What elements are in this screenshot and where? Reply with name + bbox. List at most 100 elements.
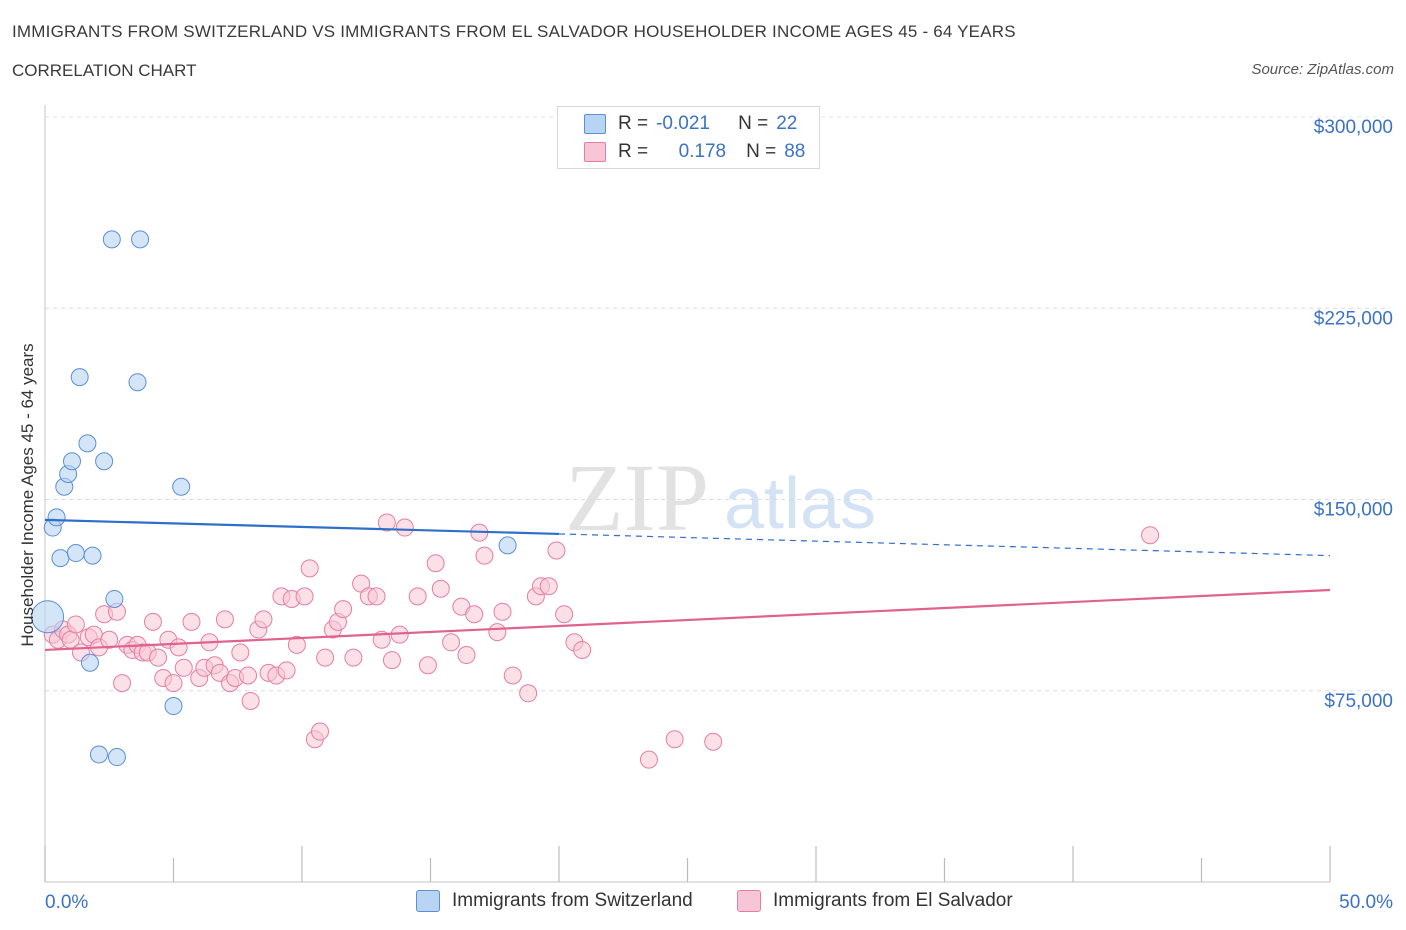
switzerland-point: [51, 549, 70, 568]
el-salvador-point: [215, 610, 234, 629]
y-axis-label: Householder Income Ages 45 - 64 years: [18, 343, 37, 647]
el-salvador-point: [169, 638, 188, 657]
legend-row-switzerland: R = -0.021 N = 22: [584, 113, 797, 135]
el-salvador-point: [239, 666, 258, 685]
legend-r-value: 0.178: [678, 141, 727, 162]
el-salvador-point: [547, 541, 566, 560]
legend-r-label: R =: [618, 141, 649, 162]
el-salvador-point: [431, 579, 450, 598]
el-salvador-point: [382, 651, 401, 670]
el-salvador-point: [295, 587, 314, 606]
el-salvador-point: [573, 640, 592, 659]
legend-swatch-pink: [584, 142, 606, 162]
el-salvador-point: [377, 513, 396, 532]
el-salvador-point: [418, 656, 437, 675]
y-tick-label: $75,000: [1324, 691, 1393, 712]
x-tick-label-min: 0.0%: [45, 892, 88, 913]
el-salvador-point: [241, 691, 260, 710]
grid-lines: [45, 116, 1390, 692]
switzerland-point: [89, 745, 108, 764]
el-salvador-point: [442, 633, 461, 652]
switzerland-point: [83, 546, 102, 565]
el-salvador-point: [277, 661, 296, 680]
el-salvador-point: [665, 730, 684, 749]
el-salvador-point: [334, 600, 353, 619]
legend-r-label: R =: [618, 113, 649, 134]
switzerland-point: [62, 452, 81, 471]
el-salvador-point: [555, 605, 574, 624]
switzerland-point: [31, 600, 65, 634]
switzerland-point: [105, 589, 124, 608]
el-salvador-point: [143, 612, 162, 631]
el-salvador-point: [182, 612, 201, 631]
watermark: ZIP atlas: [565, 444, 876, 551]
el-salvador-points: [43, 513, 1160, 769]
axes: [44, 105, 1331, 883]
watermark-atlas: atlas: [724, 464, 876, 544]
x-tick-label-max: 50.0%: [1339, 892, 1393, 913]
el-salvador-point: [503, 666, 522, 685]
switzerland-point: [95, 452, 114, 471]
switzerland-point: [131, 230, 150, 249]
series-label-switzerland: Immigrants from Switzerland: [452, 890, 693, 911]
switzerland-trend-line: [44, 518, 560, 536]
el-salvador-point: [457, 646, 476, 665]
el-salvador-point: [113, 674, 132, 693]
source-label: Source: ZipAtlas.com: [1251, 61, 1394, 78]
series-label-el-salvador: Immigrants from El Salvador: [773, 890, 1013, 911]
y-tick-label: $225,000: [1314, 308, 1393, 329]
series-legend: Immigrants from Switzerland Immigrants f…: [0, 890, 1406, 916]
switzerland-point: [66, 544, 85, 563]
chart-title: IMMIGRANTS FROM SWITZERLAND VS IMMIGRANT…: [12, 22, 1016, 41]
switzerland-point: [47, 508, 66, 527]
el-salvador-point: [149, 648, 168, 667]
switzerland-point: [107, 748, 126, 767]
el-salvador-point: [66, 615, 85, 634]
el-salvador-point: [539, 577, 558, 596]
y-tick-label: $150,000: [1314, 500, 1393, 521]
switzerland-point: [70, 368, 89, 387]
switzerland-point: [172, 477, 191, 496]
el-salvador-point: [1141, 526, 1160, 545]
switzerland-point: [498, 536, 517, 555]
legend-swatch-blue: [584, 114, 606, 134]
legend-n-label: N =: [746, 141, 777, 162]
el-salvador-point: [174, 658, 193, 677]
y-tick-label: $300,000: [1314, 117, 1393, 138]
el-salvador-point: [639, 750, 658, 769]
el-salvador-point: [367, 587, 386, 606]
el-salvador-point: [704, 732, 723, 751]
el-salvador-point: [100, 630, 119, 649]
correlation-legend: R = -0.021 N = 22 R = 0.178 N = 88: [557, 106, 820, 169]
legend-n-label: N =: [738, 113, 769, 134]
switzerland-trend-extension: [558, 533, 1331, 557]
el-salvador-point: [344, 648, 363, 667]
series-legend-el-salvador[interactable]: Immigrants from El Salvador: [737, 890, 1013, 912]
legend-r-value: -0.021: [656, 113, 710, 134]
el-salvador-point: [316, 648, 335, 667]
el-salvador-point: [519, 684, 538, 703]
el-salvador-point: [488, 623, 507, 642]
el-salvador-point: [395, 518, 414, 537]
el-salvador-point: [164, 674, 183, 693]
el-salvador-point: [493, 602, 512, 621]
trend-lines: [44, 518, 1331, 652]
el-salvador-trend-line: [44, 588, 1331, 652]
series-swatch-pink: [737, 890, 761, 912]
el-salvador-point: [254, 610, 273, 629]
legend-n-value: 22: [776, 113, 798, 134]
watermark-zip: ZIP: [565, 444, 709, 551]
tick-labels: $75,000 $150,000 $225,000 $300,000 0.0% 50.0%: [45, 117, 1393, 913]
el-salvador-point: [300, 559, 319, 578]
legend-row-el-salvador: R = 0.178 N = 88: [584, 141, 805, 163]
el-salvador-point: [310, 722, 329, 741]
switzerland-points: [31, 230, 517, 767]
el-salvador-point: [465, 605, 484, 624]
series-swatch-blue: [416, 890, 440, 912]
legend-n-value: 88: [784, 141, 806, 162]
switzerland-point: [128, 373, 147, 392]
series-legend-switzerland[interactable]: Immigrants from Switzerland: [416, 890, 693, 912]
switzerland-point: [164, 697, 183, 716]
el-salvador-point: [408, 587, 427, 606]
el-salvador-point: [287, 635, 306, 654]
